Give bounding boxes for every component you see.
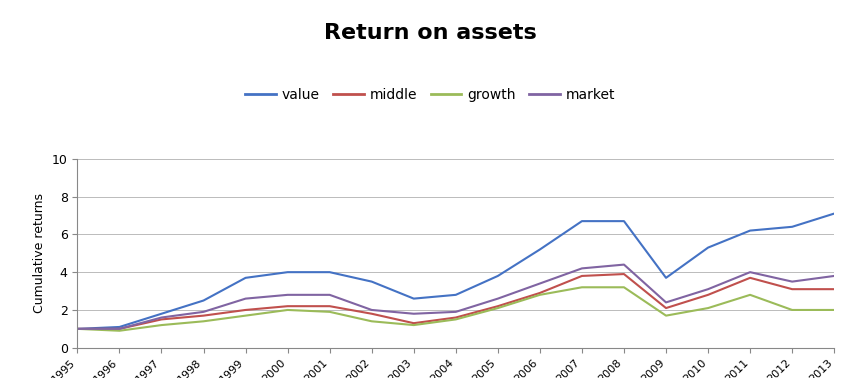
growth: [408, 323, 419, 327]
value: [408, 296, 419, 301]
value: [199, 298, 209, 303]
Text: Return on assets: Return on assets: [323, 23, 537, 43]
Line: growth: growth: [77, 287, 834, 331]
value: [241, 276, 251, 280]
growth: [703, 306, 713, 310]
growth: [72, 327, 83, 331]
growth: [493, 306, 503, 310]
market: [787, 279, 797, 284]
middle: [703, 293, 713, 297]
market: [660, 300, 671, 305]
value: [787, 225, 797, 229]
Line: middle: middle: [77, 274, 834, 329]
middle: [829, 287, 839, 291]
market: [157, 315, 167, 320]
value: [324, 270, 335, 274]
growth: [282, 308, 292, 312]
middle: [660, 306, 671, 310]
middle: [241, 308, 251, 312]
growth: [451, 317, 461, 322]
value: [703, 245, 713, 250]
value: [577, 219, 587, 223]
market: [577, 266, 587, 271]
market: [199, 310, 209, 314]
value: [366, 279, 377, 284]
market: [829, 274, 839, 278]
Y-axis label: Cumulative returns: Cumulative returns: [34, 193, 46, 313]
growth: [114, 328, 125, 333]
middle: [451, 315, 461, 320]
middle: [577, 274, 587, 278]
value: [660, 276, 671, 280]
market: [535, 281, 545, 286]
market: [408, 311, 419, 316]
value: [282, 270, 292, 274]
market: [619, 262, 630, 267]
growth: [829, 308, 839, 312]
value: [157, 311, 167, 316]
middle: [199, 313, 209, 318]
value: [451, 293, 461, 297]
market: [241, 296, 251, 301]
market: [72, 327, 83, 331]
value: [72, 327, 83, 331]
middle: [535, 291, 545, 295]
value: [114, 325, 125, 329]
market: [745, 270, 755, 274]
middle: [787, 287, 797, 291]
middle: [282, 304, 292, 308]
growth: [157, 323, 167, 327]
middle: [745, 276, 755, 280]
growth: [745, 293, 755, 297]
growth: [787, 308, 797, 312]
growth: [660, 313, 671, 318]
market: [451, 310, 461, 314]
market: [324, 293, 335, 297]
market: [366, 308, 377, 312]
value: [619, 219, 630, 223]
growth: [535, 293, 545, 297]
Legend: value, middle, growth, market: value, middle, growth, market: [240, 82, 620, 108]
middle: [324, 304, 335, 308]
Line: market: market: [77, 265, 834, 329]
middle: [157, 317, 167, 322]
value: [535, 247, 545, 252]
growth: [199, 319, 209, 324]
growth: [241, 313, 251, 318]
middle: [72, 327, 83, 331]
middle: [619, 272, 630, 276]
middle: [114, 327, 125, 331]
market: [282, 293, 292, 297]
growth: [619, 285, 630, 290]
growth: [324, 310, 335, 314]
market: [703, 287, 713, 291]
middle: [408, 321, 419, 325]
market: [114, 327, 125, 331]
growth: [366, 319, 377, 324]
growth: [577, 285, 587, 290]
market: [493, 296, 503, 301]
value: [745, 228, 755, 233]
Line: value: value: [77, 214, 834, 329]
value: [493, 274, 503, 278]
middle: [366, 311, 377, 316]
middle: [493, 304, 503, 308]
value: [829, 211, 839, 216]
